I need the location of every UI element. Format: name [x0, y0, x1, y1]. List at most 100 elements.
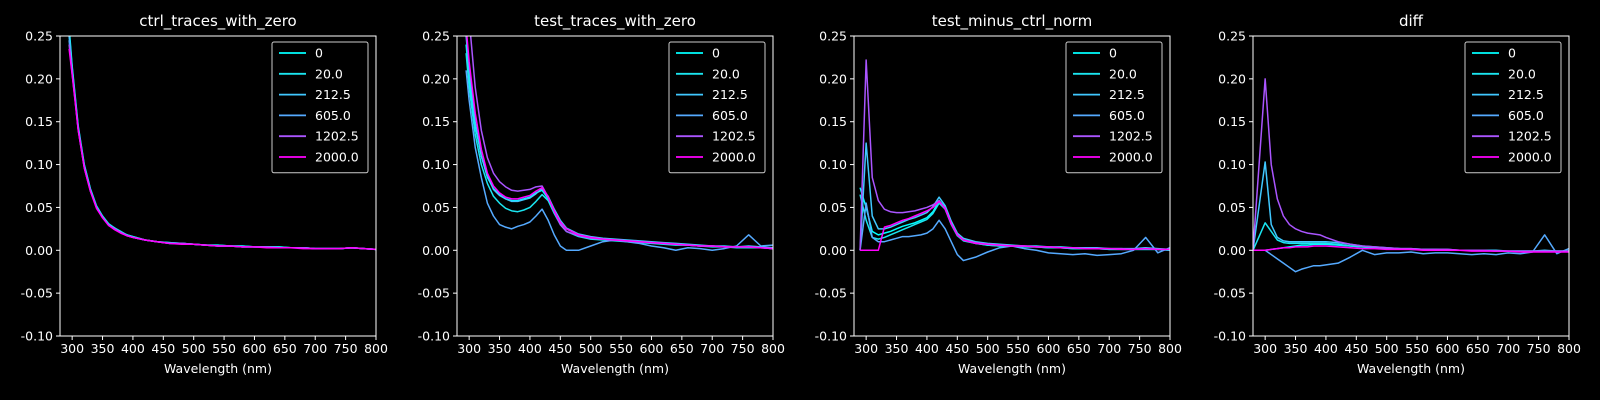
legend-entry: 212.5: [1109, 87, 1145, 102]
legend-entry: 2000.0: [1508, 150, 1552, 165]
legend-entry: 1202.5: [1109, 129, 1153, 144]
y-tick-label: 0.20: [422, 71, 450, 86]
x-tick-label: 750: [731, 341, 755, 356]
chart-title: diff: [1399, 12, 1424, 30]
y-tick-label: 0.00: [1218, 243, 1246, 258]
legend: 0 20.0 212.5 605.0 1202.5 2000.0: [1464, 41, 1562, 174]
series-line-605.0: [859, 202, 1170, 262]
legend: 0 20.0 212.5 605.0 1202.5 2000.0: [1065, 41, 1163, 174]
y-tick-label: -0.05: [21, 286, 53, 301]
x-tick-label: 750: [334, 341, 358, 356]
x-tick-label: 700: [700, 341, 724, 356]
axes-frame: [456, 35, 774, 337]
x-tick-label: 800: [1158, 341, 1182, 356]
series-line-605.0: [465, 70, 773, 252]
x-tick-label: 350: [1284, 341, 1308, 356]
x-tick-label: 350: [885, 341, 909, 356]
y-tick-label: 0.25: [1218, 29, 1246, 44]
y-tick-label: 0.25: [25, 29, 53, 44]
x-tick-label: 700: [1496, 341, 1520, 356]
series-group: [465, 36, 773, 252]
x-tick-label: 450: [151, 341, 175, 356]
chart-1: ctrl_traces_with_zero 300 350 400 450 500 550 6…: [21, 12, 388, 376]
chart-2: test_traces_with_zero 300 350 400 450 500 550 6…: [418, 12, 785, 376]
x-tick-label: 550: [1006, 341, 1030, 356]
legend-entry: 605.0: [315, 108, 351, 123]
legend-entry: 0: [1109, 46, 1117, 61]
x-tick-label: 400: [121, 341, 145, 356]
legend: 0 20.0 212.5 605.0 1202.5 2000.0: [668, 41, 766, 174]
y-tick-label: 0.10: [819, 157, 847, 172]
y-tick-label: 0.10: [422, 157, 450, 172]
x-tick-label: 500: [579, 341, 603, 356]
x-tick-label: 650: [1466, 341, 1490, 356]
y-tick-label: 0.00: [25, 243, 53, 258]
chart-title: ctrl_traces_with_zero: [139, 12, 296, 31]
x-tick-label: 600: [1436, 341, 1460, 356]
legend-entry: 605.0: [1508, 108, 1544, 123]
legend-entry: 20.0: [1508, 66, 1536, 81]
legend-entry: 1202.5: [1508, 129, 1552, 144]
x-axis-label: Wavelength (nm): [1357, 361, 1465, 376]
series-group: [1253, 78, 1569, 273]
y-tick-label: 0.05: [1218, 200, 1246, 215]
y-tick-label: -0.05: [418, 286, 450, 301]
x-axis-label: Wavelength (nm): [958, 361, 1066, 376]
y-tick-label: 0.20: [1218, 71, 1246, 86]
legend-entry: 20.0: [1109, 66, 1137, 81]
y-tick-label: 0.20: [819, 71, 847, 86]
legend-entry: 0: [712, 46, 720, 61]
x-tick-label: 650: [670, 341, 694, 356]
y-tick-label: -0.10: [21, 329, 53, 344]
series-line-2000.0: [860, 200, 1170, 252]
series-group: [859, 59, 1170, 262]
series-line-212.5: [1253, 161, 1569, 252]
legend-entry: 0: [315, 46, 323, 61]
x-tick-label: 800: [1557, 341, 1581, 356]
series-line-2000.0: [68, 48, 376, 251]
legend-entry: 605.0: [1109, 108, 1145, 123]
x-tick-label: 600: [1037, 341, 1061, 356]
legend-entry: 1202.5: [712, 129, 756, 144]
y-tick-label: -0.05: [1214, 286, 1246, 301]
legend-entry: 2000.0: [1109, 150, 1153, 165]
x-tick-label: 400: [1314, 341, 1338, 356]
legend-entry: 212.5: [315, 87, 351, 102]
x-tick-label: 550: [609, 341, 633, 356]
legend-entry: 605.0: [712, 108, 748, 123]
legend: 0 20.0 212.5 605.0 1202.5 2000.0: [271, 41, 369, 174]
x-tick-label: 450: [548, 341, 572, 356]
series-line-20.0: [859, 194, 1170, 252]
x-tick-label: 500: [1375, 341, 1399, 356]
x-tick-label: 350: [488, 341, 512, 356]
legend-entry: 2000.0: [315, 150, 359, 165]
legend-entry: 20.0: [712, 66, 740, 81]
y-tick-label: 0.15: [1218, 114, 1246, 129]
series-line-2000.0: [466, 36, 773, 250]
y-tick-label: -0.10: [418, 329, 450, 344]
x-tick-label: 300: [60, 341, 84, 356]
legend-entry: 1202.5: [315, 129, 359, 144]
y-tick-label: 0.05: [422, 200, 450, 215]
x-tick-label: 500: [976, 341, 1000, 356]
y-tick-label: 0.15: [819, 114, 847, 129]
legend-entry: 212.5: [712, 87, 748, 102]
y-tick-label: -0.10: [815, 329, 847, 344]
legend-entry: 2000.0: [712, 150, 756, 165]
chart-4: diff 300 350 400 450 500 550 600 650 700 750 800 -0.…: [1214, 12, 1581, 376]
axes-frame: [853, 35, 1171, 337]
y-tick-label: 0.20: [25, 71, 53, 86]
x-tick-label: 700: [303, 341, 327, 356]
x-tick-label: 650: [1067, 341, 1091, 356]
x-tick-label: 550: [212, 341, 236, 356]
y-tick-label: 0.00: [819, 243, 847, 258]
x-tick-label: 300: [457, 341, 481, 356]
x-tick-label: 600: [640, 341, 664, 356]
x-tick-label: 700: [1097, 341, 1121, 356]
x-tick-label: 300: [1253, 341, 1277, 356]
chart-title: test_minus_ctrl_norm: [932, 12, 1093, 31]
y-tick-label: 0.10: [1218, 157, 1246, 172]
x-tick-label: 550: [1405, 341, 1429, 356]
y-tick-label: 0.15: [422, 114, 450, 129]
